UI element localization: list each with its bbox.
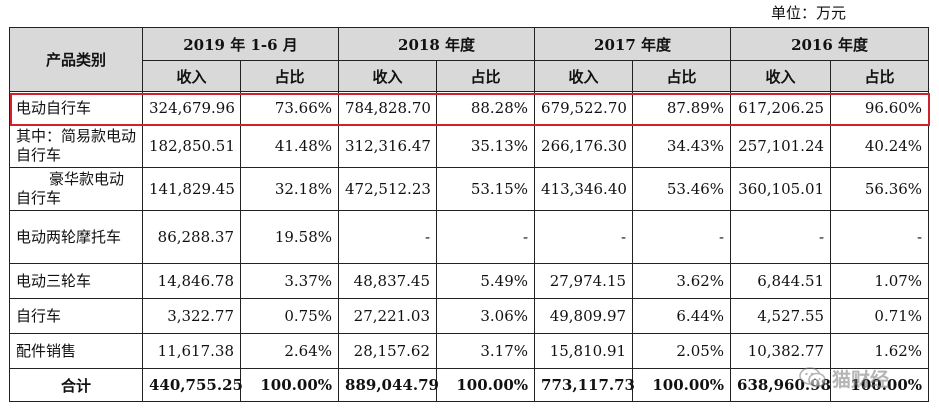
cell-value: 48,837.45 [338, 263, 438, 299]
cell-value: - [534, 210, 634, 264]
cell-value: 2.05% [632, 333, 732, 369]
unit-label: 单位：万元 [770, 4, 846, 22]
cell-value: 10,382.77 [730, 333, 832, 369]
total-value: 100.00% [632, 368, 732, 402]
cell-value: 141,829.45 [142, 167, 241, 211]
cell-value: 3.06% [436, 298, 536, 334]
cell-value: 40.24% [830, 124, 930, 168]
header-revenue: 收入 [142, 60, 241, 92]
cell-value: 56.36% [830, 167, 930, 211]
table-row: 其中：简易款电动自行车 182,850.51 41.48% 312,316.47… [9, 124, 930, 168]
header-period-2018: 2018 年度 [338, 27, 536, 61]
cell-value: 312,316.47 [338, 124, 438, 168]
cell-value: 1.62% [830, 333, 930, 369]
cell-value: - [632, 210, 732, 264]
cell-value: 53.46% [632, 167, 732, 211]
header-ratio: 占比 [632, 60, 732, 92]
cell-value: 0.75% [239, 298, 340, 334]
cell-value: 15,810.91 [534, 333, 634, 369]
table-row: 电动三轮车 14,846.78 3.37% 48,837.45 5.49% 27… [9, 263, 930, 299]
cell-value: 11,617.38 [142, 333, 241, 369]
cell-value: 6.44% [632, 298, 732, 334]
header-ratio: 占比 [436, 60, 536, 92]
cell-value: 413,346.40 [534, 167, 634, 211]
cell-value: 27,221.03 [338, 298, 438, 334]
total-row: 合计 440,755.25 100.00% 889,044.79 100.00%… [9, 368, 930, 402]
cell-value: 360,105.01 [730, 167, 832, 211]
cell-value: 679,522.70 [534, 91, 634, 125]
cell-value: 3.37% [239, 263, 340, 299]
cell-value: - [830, 210, 930, 264]
cell-value: 96.60% [830, 91, 930, 125]
cell-value: 0.71% [830, 298, 930, 334]
total-value: 440,755.25 [142, 368, 243, 402]
cell-value: 14,846.78 [142, 263, 241, 299]
cell-value: 73.66% [239, 91, 340, 125]
row-label: 其中：简易款电动自行车 [9, 124, 143, 168]
header-ratio: 占比 [830, 60, 930, 92]
cell-value: 3.62% [632, 263, 732, 299]
total-value: 100.00% [436, 368, 536, 402]
cell-value: 3.17% [436, 333, 536, 369]
header-period-2019h1: 2019 年 1-6 月 [141, 27, 340, 61]
row-label: 电动自行车 [9, 91, 143, 125]
cell-value: 617,206.25 [730, 91, 832, 125]
cell-value: 28,157.62 [338, 333, 438, 369]
header-revenue: 收入 [338, 60, 438, 92]
cell-value: 88.28% [436, 91, 536, 125]
table-row: 配件销售 11,617.38 2.64% 28,157.62 3.17% 15,… [9, 333, 930, 369]
header-row-periods: 产品类别 2019 年 1-6 月 2018 年度 2017 年度 2016 年… [9, 27, 930, 92]
header-ratio: 占比 [239, 60, 340, 92]
table-row: 豪华款电动自行车 141,829.45 32.18% 472,512.23 53… [9, 167, 930, 211]
row-label: 自行车 [9, 298, 143, 334]
header-revenue: 收入 [730, 60, 832, 92]
cell-value: 5.49% [436, 263, 536, 299]
row-label: 配件销售 [9, 333, 143, 369]
cell-value: 86,288.37 [142, 210, 241, 264]
header-period-2016: 2016 年度 [730, 27, 930, 61]
cell-value: 53.15% [436, 167, 536, 211]
cell-value: 34.43% [632, 124, 732, 168]
table-row: 电动两轮摩托车 86,288.37 19.58% - - - - - - [9, 210, 930, 264]
total-value: 773,117.73 [534, 368, 635, 402]
header-category: 产品类别 [9, 27, 143, 92]
cell-value: 182,850.51 [142, 124, 241, 168]
row-label: 电动三轮车 [9, 263, 143, 299]
header-revenue: 收入 [534, 60, 634, 92]
revenue-table: 产品类别 2019 年 1-6 月 2018 年度 2017 年度 2016 年… [9, 27, 930, 402]
total-value: 889,044.79 [338, 368, 439, 402]
cell-value: 324,679.96 [142, 91, 241, 125]
header-period-2017: 2017 年度 [534, 27, 732, 61]
cell-value: 266,176.30 [534, 124, 634, 168]
cell-value: 49,809.97 [534, 298, 634, 334]
row-label: 豪华款电动自行车 [9, 167, 143, 211]
table-row: 自行车 3,322.77 0.75% 27,221.03 3.06% 49,80… [9, 298, 930, 334]
cell-value: 27,974.15 [534, 263, 634, 299]
watermark: 猫财经 [798, 363, 928, 393]
cell-value: 3,322.77 [142, 298, 241, 334]
total-value: 100.00% [830, 368, 930, 402]
total-label: 合计 [9, 368, 143, 402]
cell-value: 257,101.24 [730, 124, 832, 168]
cell-value: 784,828.70 [338, 91, 438, 125]
watermark-text: 猫财经 [832, 368, 890, 391]
cell-value: 32.18% [239, 167, 340, 211]
cell-value: 35.13% [436, 124, 536, 168]
cell-value: - [436, 210, 536, 264]
row-label: 电动两轮摩托车 [9, 210, 143, 264]
header-row-metrics: 收入 占比 收入 占比 收入 占比 收入 占比 [10, 60, 930, 92]
cell-value: 87.89% [632, 91, 732, 125]
wechat-icon [799, 367, 826, 388]
cell-value: 6,844.51 [730, 263, 832, 299]
cell-value: 19.58% [239, 210, 340, 264]
table-row: 电动自行车 324,679.96 73.66% 784,828.70 88.28… [9, 91, 930, 125]
cell-value: 41.48% [239, 124, 340, 168]
cell-value: 1.07% [830, 263, 930, 299]
cell-value: - [730, 210, 832, 264]
total-value: 100.00% [239, 368, 340, 402]
cell-value: - [338, 210, 438, 264]
cell-value: 472,512.23 [338, 167, 438, 211]
cell-value: 4,527.55 [730, 298, 832, 334]
cell-value: 2.64% [239, 333, 340, 369]
